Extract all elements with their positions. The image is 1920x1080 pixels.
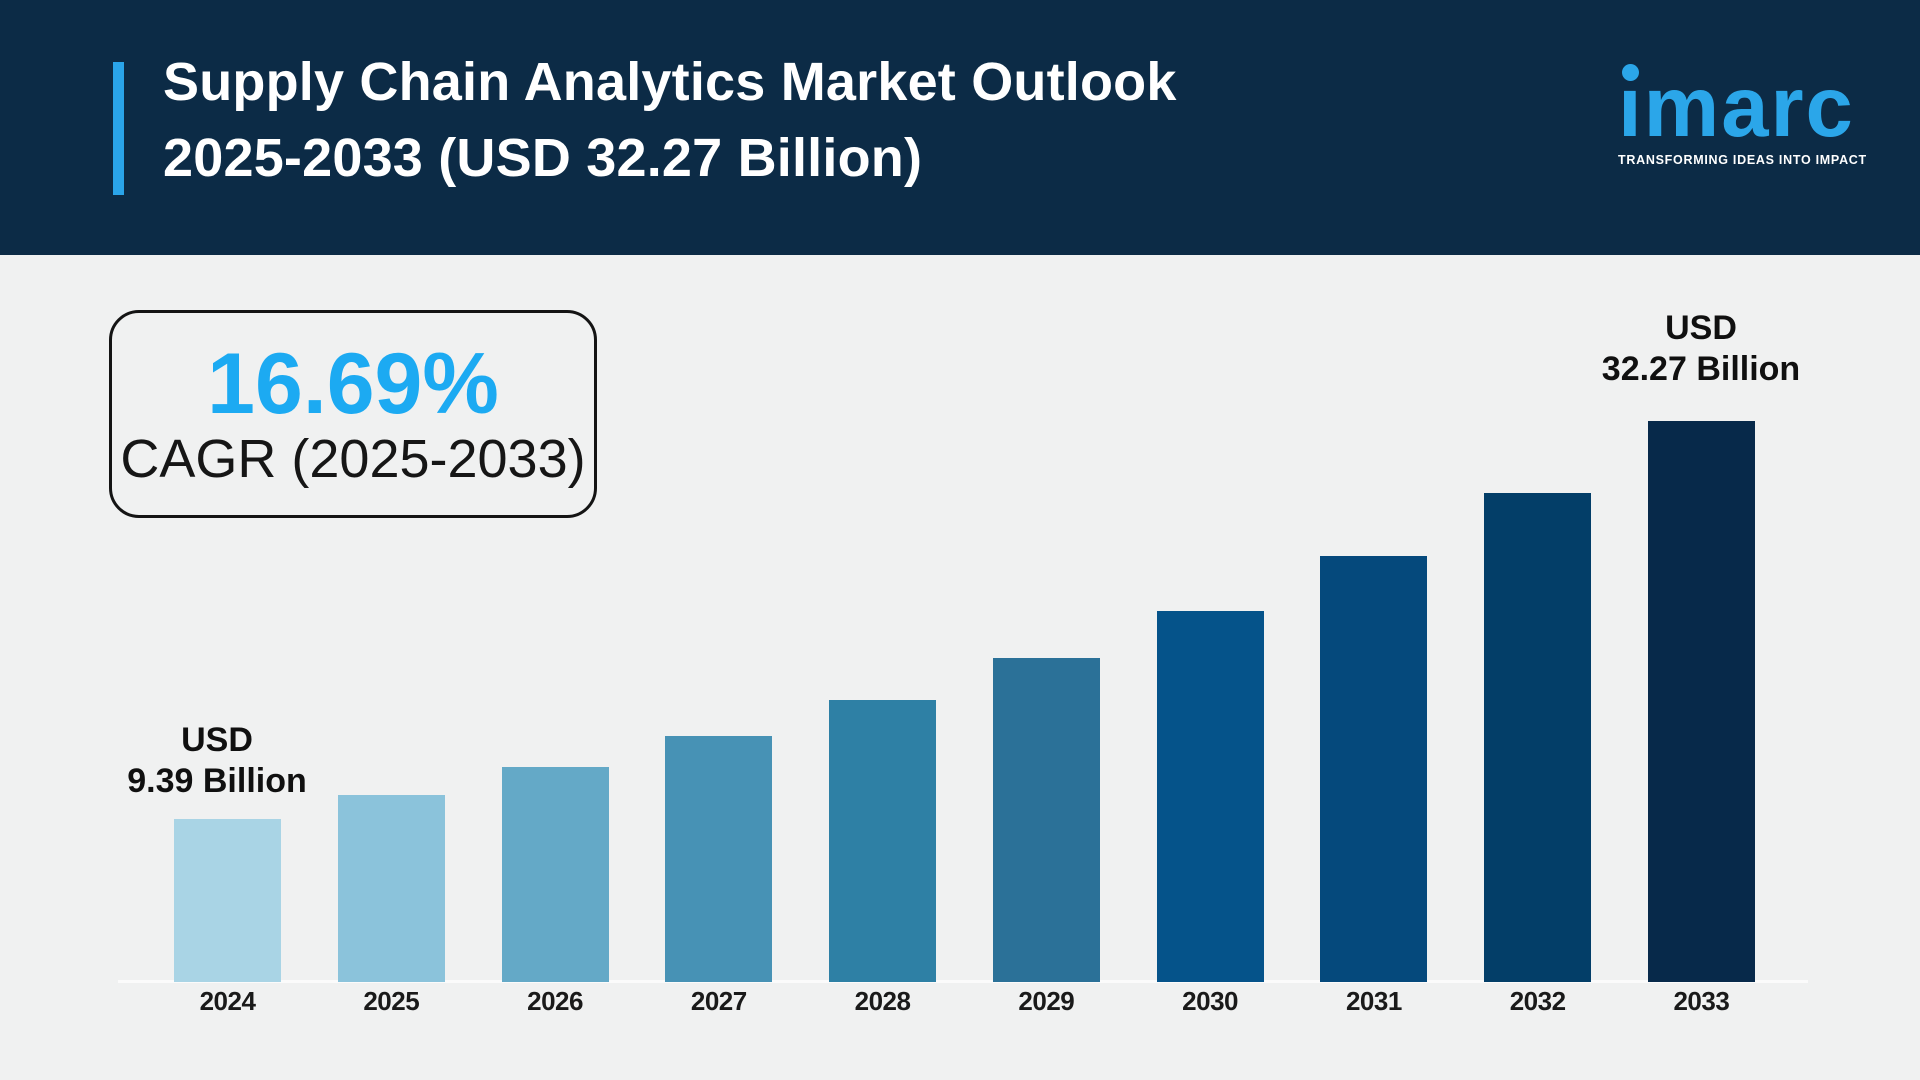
start-value-label: USD 9.39 Billion — [77, 720, 357, 802]
logo-tagline: TRANSFORMING IDEAS INTO IMPACT — [1618, 153, 1867, 167]
year-label-2031: 2031 — [1345, 986, 1402, 1016]
year-label-2024: 2024 — [199, 986, 256, 1016]
title-line-2: 2025-2033 (USD 32.27 Billion) — [163, 128, 923, 188]
end-value-amount: 32.27 Billion — [1601, 350, 1801, 388]
plot-baseline — [118, 980, 1808, 983]
bar-chart — [174, 400, 1755, 982]
year-label-2033: 2033 — [1673, 986, 1730, 1016]
bar-2029 — [992, 658, 1100, 982]
logo-i-dot-icon — [1622, 64, 1639, 81]
start-value-currency: USD — [181, 721, 253, 759]
year-label-2026: 2026 — [527, 986, 583, 1016]
cagr-card: 16.69% CAGR (2025-2033) — [109, 310, 597, 518]
bar-2030 — [1156, 611, 1264, 982]
title-accent-bar — [113, 62, 124, 195]
logo-wordmark: ımarc — [1618, 60, 1855, 155]
page-title: Supply Chain Analytics Market Outlook 20… — [163, 44, 1177, 196]
year-label-2029: 2029 — [1018, 986, 1075, 1016]
end-value-currency: USD — [1665, 309, 1737, 347]
year-label-2028: 2028 — [854, 986, 911, 1016]
bar-2027 — [665, 736, 773, 982]
x-axis-labels: 2024 2025 2026 2027 2028 2029 2030 2031 2032 2033 — [174, 986, 1755, 1017]
bar-2026 — [501, 767, 609, 982]
header-banner: Supply Chain Analytics Market Outlook 20… — [0, 0, 1920, 255]
bar-2028 — [829, 700, 937, 982]
bar-2033 — [1647, 421, 1755, 982]
bar-2024 — [174, 819, 281, 982]
cagr-label: CAGR (2025-2033) — [120, 429, 586, 489]
bar-2032 — [1484, 493, 1592, 982]
title-line-1: Supply Chain Analytics Market Outlook — [163, 52, 1177, 112]
end-value-label: USD 32.27 Billion — [1561, 308, 1841, 390]
start-value-amount: 9.39 Billion — [127, 762, 307, 800]
year-label-2025: 2025 — [363, 986, 420, 1016]
bar-2025 — [337, 795, 445, 982]
imarc-logo: ımarc TRANSFORMING IDEAS INTO IMPACT — [1618, 56, 1868, 167]
year-label-2027: 2027 — [690, 986, 747, 1016]
year-label-2032: 2032 — [1509, 986, 1566, 1016]
year-label-2030: 2030 — [1182, 986, 1239, 1016]
bar-2031 — [1320, 556, 1428, 982]
cagr-value: 16.69% — [207, 336, 499, 432]
